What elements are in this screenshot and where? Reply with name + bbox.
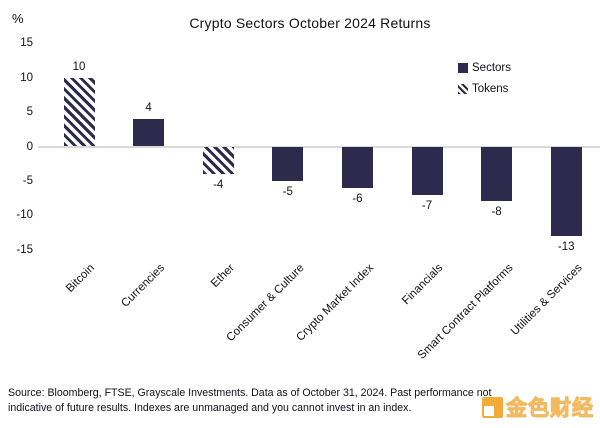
- x-axis-category-label: Utilities & Services: [508, 262, 585, 338]
- legend-item-tokens: Tokens: [458, 83, 511, 95]
- chart-title: Crypto Sectors October 2024 Returns: [189, 15, 431, 31]
- x-axis-category-label: Crypto Market Index: [294, 262, 376, 344]
- bar-consumer-culture: [272, 146, 304, 181]
- bar-financials: [411, 146, 443, 195]
- y-axis-tick-label: -10: [16, 209, 33, 222]
- jinse-finance-logo-icon: [482, 396, 503, 418]
- y-axis-unit-label: %: [12, 11, 24, 26]
- source-note-line1: Source: Bloomberg, FTSE, Grayscale Inves…: [8, 387, 492, 399]
- y-axis-tick-label: 0: [26, 140, 33, 153]
- x-axis-category-label: Consumer & Culture: [224, 262, 307, 345]
- sectors-swatch-icon: [458, 63, 468, 73]
- tokens-swatch-icon: [458, 84, 468, 94]
- bar-bitcoin: [63, 77, 95, 147]
- y-axis-tick-label: 15: [20, 37, 33, 50]
- x-axis-category-label: Ether: [208, 262, 237, 290]
- bar-value-label: -4: [213, 178, 224, 191]
- x-axis-category-label: Financials: [400, 262, 446, 308]
- bar-crypto-market-index: [341, 146, 373, 188]
- y-axis-tick-label: 10: [20, 71, 33, 84]
- bar-value-label: -5: [282, 185, 293, 198]
- source-note-line2: indicative of future results. Indexes ar…: [8, 402, 412, 414]
- watermark-text: 金色财经: [506, 397, 594, 421]
- legend-label-sectors: Sectors: [472, 62, 511, 74]
- x-axis-category-label: Currencies: [119, 262, 168, 310]
- bar-ether: [202, 146, 234, 174]
- watermark: 金色财经: [482, 392, 594, 422]
- source-note: Source: Bloomberg, FTSE, Grayscale Inves…: [8, 386, 568, 416]
- legend-item-sectors: Sectors: [458, 62, 511, 74]
- chart-legend: Sectors Tokens: [458, 62, 511, 104]
- y-axis-tick-label: -15: [16, 243, 33, 256]
- bar-value-label: -13: [557, 240, 575, 253]
- x-axis-zero-line: [38, 145, 600, 148]
- bar-value-label: 4: [145, 102, 152, 115]
- bar-value-label: -6: [352, 192, 363, 205]
- bar-currencies: [133, 119, 165, 147]
- bar-value-label: -8: [491, 206, 502, 219]
- bar-utilities-services: [550, 146, 582, 236]
- bar-smart-contract-platforms: [481, 146, 513, 202]
- bar-value-label: 10: [72, 60, 86, 73]
- bar-value-label: -7: [421, 199, 433, 212]
- y-axis-tick-label: 5: [26, 106, 33, 119]
- legend-label-tokens: Tokens: [472, 83, 509, 95]
- x-axis-category-label: Bitcoin: [64, 262, 98, 295]
- y-axis-tick-label: -5: [22, 174, 33, 187]
